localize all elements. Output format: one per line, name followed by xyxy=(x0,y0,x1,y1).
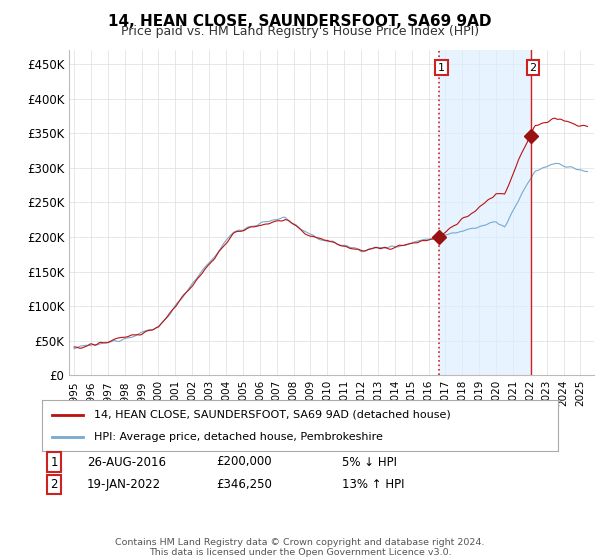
Text: £346,250: £346,250 xyxy=(216,478,272,491)
Bar xyxy=(439,50,530,375)
Text: 14, HEAN CLOSE, SAUNDERSFOOT, SA69 9AD (detached house): 14, HEAN CLOSE, SAUNDERSFOOT, SA69 9AD (… xyxy=(94,409,451,419)
Text: Price paid vs. HM Land Registry's House Price Index (HPI): Price paid vs. HM Land Registry's House … xyxy=(121,25,479,38)
Text: 2: 2 xyxy=(50,478,58,491)
Text: 14, HEAN CLOSE, SAUNDERSFOOT, SA69 9AD: 14, HEAN CLOSE, SAUNDERSFOOT, SA69 9AD xyxy=(108,14,492,29)
Text: 2: 2 xyxy=(529,63,536,73)
Text: Contains HM Land Registry data © Crown copyright and database right 2024.
This d: Contains HM Land Registry data © Crown c… xyxy=(115,538,485,557)
Text: 1: 1 xyxy=(50,455,58,469)
Text: 1: 1 xyxy=(438,63,445,73)
Text: 19-JAN-2022: 19-JAN-2022 xyxy=(87,478,161,491)
Text: 5% ↓ HPI: 5% ↓ HPI xyxy=(342,455,397,469)
Text: £200,000: £200,000 xyxy=(216,455,272,469)
Text: HPI: Average price, detached house, Pembrokeshire: HPI: Average price, detached house, Pemb… xyxy=(94,432,382,442)
Text: 26-AUG-2016: 26-AUG-2016 xyxy=(87,455,166,469)
Text: 13% ↑ HPI: 13% ↑ HPI xyxy=(342,478,404,491)
